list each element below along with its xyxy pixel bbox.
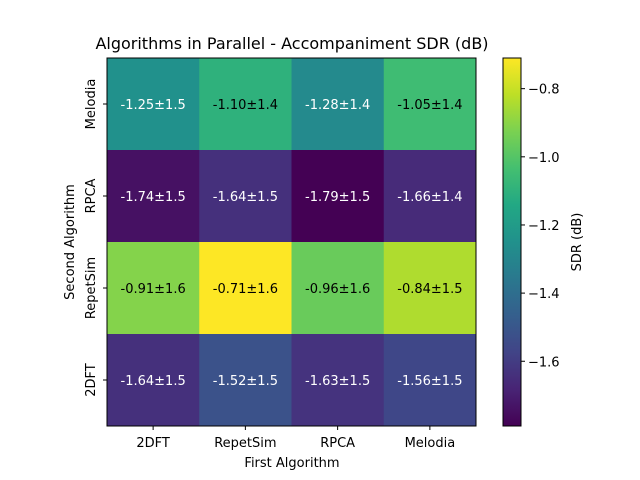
- heatmap-cell: [199, 242, 292, 335]
- cell-value-label: -1.05±1.4: [397, 98, 462, 113]
- y-axis-label: Second Algorithm: [63, 184, 78, 300]
- colorbar-label: SDR (dB): [570, 213, 585, 272]
- cell-value-label: -0.96±1.6: [305, 282, 370, 297]
- cell-value-label: -0.91±1.6: [121, 282, 186, 297]
- heatmap-cell: [291, 150, 385, 243]
- colorbar-tick-label: −1.6: [528, 355, 560, 370]
- cell-value-label: -1.10±1.4: [213, 98, 278, 113]
- colorbar-tick-label: −1.0: [528, 151, 560, 166]
- colorbar-tick-label: −1.2: [528, 219, 560, 234]
- x-tick-label: RepetSim: [214, 436, 276, 451]
- cell-value-label: -1.28±1.4: [305, 98, 370, 113]
- cell-value-label: -1.66±1.4: [397, 190, 462, 205]
- heatmap-cell: [107, 242, 200, 335]
- heatmap-cell: [291, 58, 385, 151]
- cell-value-label: -1.25±1.5: [121, 98, 186, 113]
- heatmap-cells: [107, 58, 477, 427]
- cell-value-label: -1.63±1.5: [305, 374, 370, 389]
- heatmap-cell: [199, 334, 292, 427]
- y-tick-label: 2DFT: [84, 363, 99, 397]
- y-axis-ticks: Melodia RPCA RepetSim 2DFT: [84, 79, 107, 397]
- x-axis-label: First Algorithm: [244, 456, 339, 471]
- x-tick-label: RPCA: [320, 436, 355, 451]
- heatmap-cell: [383, 334, 477, 427]
- x-tick-label: 2DFT: [136, 436, 170, 451]
- heatmap-cell: [199, 150, 292, 243]
- x-tick-label: Melodia: [405, 436, 456, 451]
- heatmap-cell: [383, 242, 477, 335]
- y-tick-label: Melodia: [84, 79, 99, 130]
- colorbar-ticks: −0.8 −1.0 −1.2 −1.4 −1.6: [521, 83, 560, 370]
- cell-value-label: -0.71±1.6: [213, 282, 278, 297]
- heatmap-cell: [107, 334, 200, 427]
- cell-value-label: -1.74±1.5: [121, 190, 186, 205]
- x-axis-ticks: 2DFT RepetSim RPCA Melodia: [136, 426, 455, 451]
- plot-frame: [106, 57, 477, 427]
- chart-title: Algorithms in Parallel - Accompaniment S…: [95, 34, 488, 53]
- cell-value-label: -1.79±1.5: [305, 190, 370, 205]
- heatmap-cell: [383, 58, 477, 151]
- colorbar: [502, 57, 522, 427]
- heatmap-cell: [383, 150, 477, 243]
- cell-value-label: -1.64±1.5: [121, 374, 186, 389]
- heatmap-cell: [107, 150, 200, 243]
- heatmap-cell-labels: -1.25±1.5 -1.10±1.4 -1.28±1.4 -1.05±1.4 -1.7…: [121, 98, 463, 389]
- y-tick-label: RepetSim: [84, 257, 99, 319]
- cell-value-label: -1.52±1.5: [213, 374, 278, 389]
- cell-value-label: -1.56±1.5: [397, 374, 462, 389]
- y-tick-label: RPCA: [84, 178, 99, 213]
- heatmap-cell: [291, 242, 385, 335]
- cell-value-label: -1.64±1.5: [213, 190, 278, 205]
- heatmap-cell: [199, 58, 292, 151]
- colorbar-tick-label: −0.8: [528, 83, 560, 98]
- colorbar-tick-label: −1.4: [528, 287, 560, 302]
- heatmap-cell: [107, 58, 200, 151]
- cell-value-label: -0.84±1.5: [397, 282, 462, 297]
- heatmap-cell: [291, 334, 385, 427]
